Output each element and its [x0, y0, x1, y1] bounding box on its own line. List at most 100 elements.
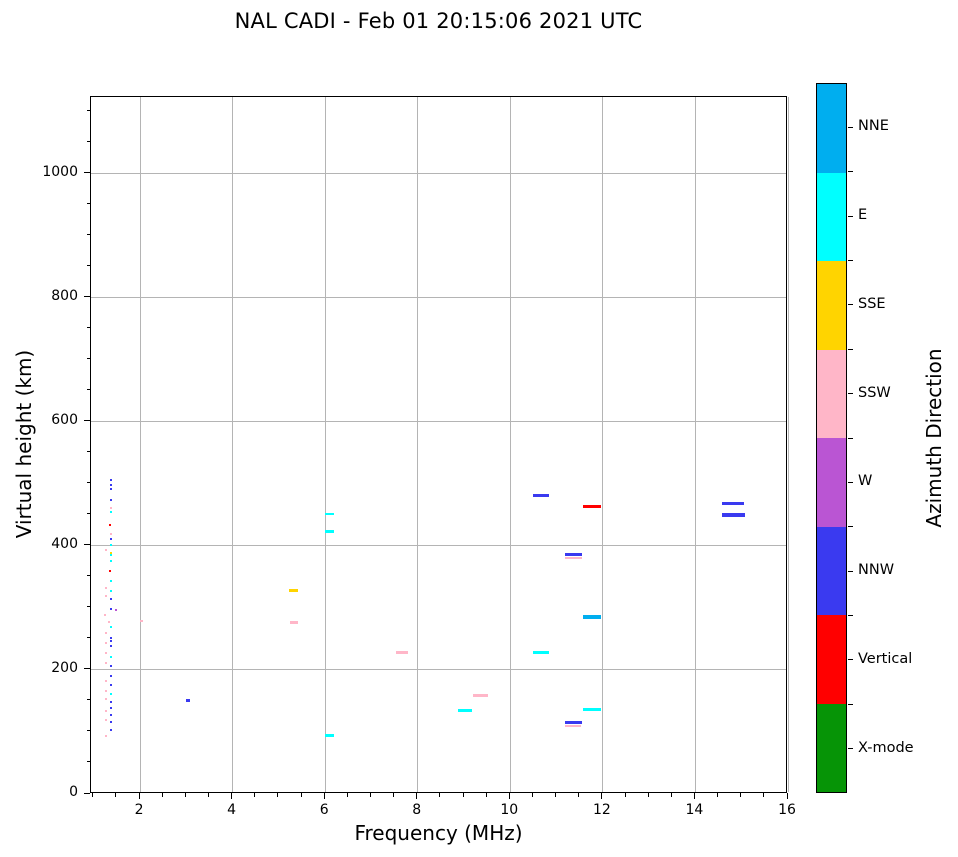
y-major-tick — [84, 544, 90, 546]
y-minor-tick — [86, 761, 90, 763]
x-major-tick — [601, 793, 603, 799]
x-minor-tick — [207, 793, 209, 797]
x-tick-label: 2 — [134, 802, 144, 818]
x-axis-label: Frequency (MHz) — [354, 821, 523, 845]
grid-line-x — [602, 97, 604, 792]
y-minor-tick — [86, 699, 90, 701]
colorbar-tick-label: NNE — [858, 118, 889, 135]
echo-dot — [109, 626, 112, 629]
echo-dot — [109, 721, 112, 724]
y-minor-tick — [86, 141, 90, 143]
y-major-tick — [84, 792, 90, 794]
y-major-tick — [84, 172, 90, 174]
colorbar-boundary-tick — [848, 171, 853, 173]
echo-dot — [109, 580, 112, 583]
colorbar-tick — [848, 215, 853, 217]
x-minor-tick — [555, 793, 557, 797]
echo-dot — [109, 701, 112, 704]
colorbar-tick — [848, 748, 853, 750]
colorbar-boundary-tick — [848, 260, 853, 261]
echo-segment — [139, 619, 144, 622]
echo-segment — [289, 621, 299, 625]
echo-dot — [105, 718, 108, 721]
x-major-tick — [323, 793, 325, 799]
y-minor-tick — [86, 575, 90, 577]
colorbar-tick — [848, 570, 853, 572]
echo-segment — [324, 734, 334, 738]
x-minor-tick — [254, 793, 256, 797]
x-minor-tick — [161, 793, 163, 797]
x-minor-tick — [763, 793, 765, 797]
grid-line-x — [139, 97, 141, 792]
y-tick-label: 1000 — [42, 163, 78, 180]
x-minor-tick — [393, 793, 395, 797]
y-major-tick — [84, 420, 90, 422]
echo-segment — [289, 589, 299, 593]
echo-dot — [105, 549, 108, 552]
grid-line-y — [91, 173, 786, 175]
x-minor-tick — [670, 793, 672, 797]
colorbar-segment-e — [817, 172, 846, 261]
colorbar-tick — [848, 481, 853, 483]
echo-segment — [395, 651, 409, 655]
colorbar-axis-label: Azimuth Direction — [922, 348, 946, 528]
x-minor-tick — [92, 793, 94, 797]
echo-dot — [105, 641, 108, 644]
y-tick-label: 200 — [51, 659, 78, 676]
y-tick-label: 800 — [51, 287, 78, 304]
y-minor-tick — [86, 327, 90, 329]
colorbar-segment-nnw — [817, 526, 846, 615]
x-minor-tick — [369, 793, 371, 797]
y-minor-tick — [86, 451, 90, 453]
echo-dot — [109, 589, 112, 592]
y-minor-tick — [86, 110, 90, 112]
echo-dot — [109, 570, 112, 573]
echo-segment — [582, 708, 601, 712]
y-major-tick — [84, 668, 90, 670]
echo-dot — [109, 598, 112, 601]
echo-segment — [565, 721, 583, 725]
echo-dot — [109, 499, 112, 502]
colorbar-boundary-tick — [848, 526, 853, 528]
y-tick-label: 600 — [51, 411, 78, 428]
echo-dot — [109, 713, 112, 716]
colorbar-boundary-tick — [848, 348, 853, 350]
echo-dot — [109, 665, 112, 668]
echo-dot — [109, 533, 112, 536]
echo-dot — [109, 607, 112, 610]
echo-dot — [105, 734, 108, 737]
x-minor-tick — [578, 793, 580, 797]
echo-dot — [105, 709, 108, 712]
echo-dot — [109, 683, 112, 686]
colorbar — [816, 83, 847, 793]
grid-line-y — [91, 545, 786, 547]
colorbar-tick-label: NNW — [858, 562, 895, 579]
colorbar-boundary-tick — [848, 437, 853, 439]
colorbar-tick-label: SSE — [858, 295, 886, 312]
echo-dot — [109, 537, 112, 540]
echo-dot — [109, 639, 112, 642]
x-major-tick — [416, 793, 418, 799]
colorbar-tick — [848, 304, 853, 306]
x-minor-tick — [115, 793, 117, 797]
echo-dot — [109, 543, 112, 546]
echo-dot — [105, 652, 108, 655]
x-minor-tick — [184, 793, 186, 797]
echo-segment — [722, 512, 745, 517]
echo-segment — [722, 501, 745, 505]
colorbar-segment-sse — [817, 261, 846, 350]
x-major-tick — [508, 793, 510, 799]
echo-dot — [109, 523, 112, 526]
echo-segment — [582, 504, 601, 508]
y-minor-tick — [86, 234, 90, 236]
echo-dot — [110, 729, 113, 732]
echo-dot — [105, 680, 108, 683]
echo-segment — [458, 709, 473, 713]
colorbar-tick — [848, 659, 853, 661]
echo-segment — [565, 556, 583, 559]
colorbar-segment-x-mode — [817, 703, 846, 792]
echo-dot — [109, 636, 112, 639]
y-minor-tick — [86, 730, 90, 732]
grid-line-x — [417, 97, 419, 792]
echo-segment — [565, 724, 581, 727]
